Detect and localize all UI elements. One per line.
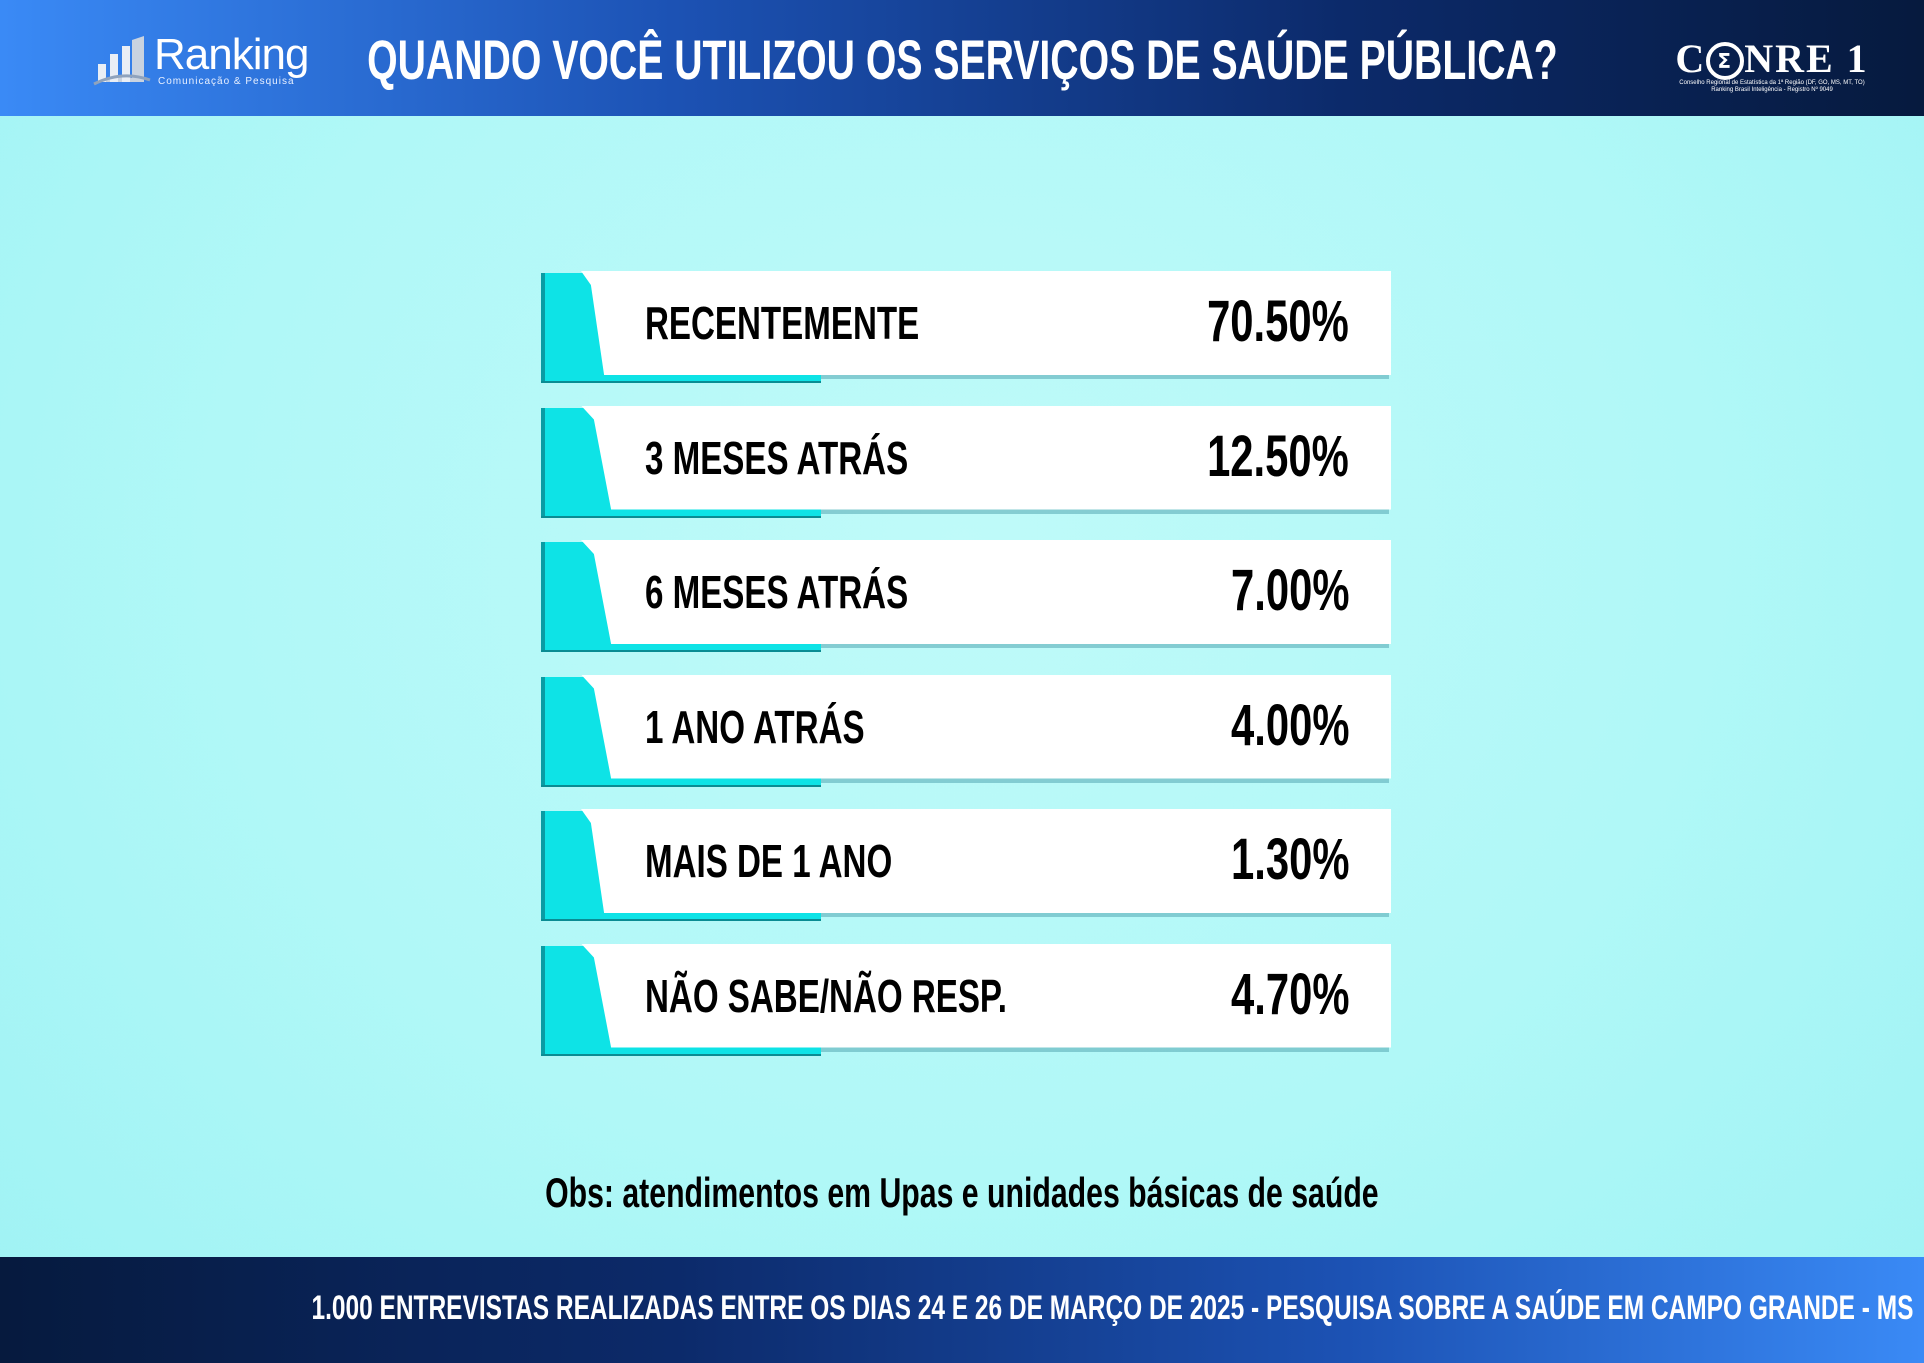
bar-label: 1 ANO ATRÁS: [645, 701, 950, 753]
bar-chart-logo-icon: [93, 36, 151, 86]
value-label: 4.70%: [1230, 961, 1349, 1027]
bar-panel: [581, 943, 1391, 1048]
category-label: NÃO SABE/NÃO RESP.: [645, 969, 1007, 1022]
bar-value: 12.50%: [1152, 423, 1349, 489]
category-label: 3 MESES ATRÁS: [645, 431, 909, 484]
bar-row: RECENTEMENTE 70.50%: [541, 271, 1391, 381]
ranking-logo: Ranking Comunicação & Pesquisa: [92, 26, 312, 92]
bar-panel: [581, 271, 1391, 375]
footer-text: 1.000 ENTREVISTAS REALIZADAS ENTRE OS DI…: [0, 1287, 1924, 1329]
bar-panel: [581, 809, 1391, 913]
footer: 1.000 ENTREVISTAS REALIZADAS ENTRE OS DI…: [0, 1257, 1924, 1363]
category-label: MAIS DE 1 ANO: [645, 835, 893, 887]
bar-row: NÃO SABE/NÃO RESP. 4.70%: [541, 943, 1391, 1054]
bar-label: NÃO SABE/NÃO RESP.: [645, 970, 1148, 1022]
bar-label: 3 MESES ATRÁS: [645, 432, 1011, 484]
conre-mark-end: NRE 1: [1744, 36, 1869, 81]
conre-line2: Ranking Brasil Inteligência - Registro N…: [1711, 87, 1833, 93]
footer-caption: 1.000 ENTREVISTAS REALIZADAS ENTRE OS DI…: [311, 1289, 1914, 1327]
value-label: 4.00%: [1230, 692, 1349, 758]
bar-row: MAIS DE 1 ANO 1.30%: [541, 809, 1391, 919]
bar-label: 6 MESES ATRÁS: [645, 566, 1011, 618]
category-label: 6 MESES ATRÁS: [645, 566, 909, 618]
ranking-tagline: Comunicação & Pesquisa: [158, 76, 295, 87]
bar-value: 4.70%: [1185, 961, 1349, 1027]
note-text: Obs: atendimentos em Upas e unidades bás…: [545, 1169, 1379, 1216]
bar-value: 4.00%: [1185, 692, 1349, 758]
bar-row: 6 MESES ATRÁS 7.00%: [541, 540, 1391, 650]
conre-mark: C Σ NRE 1: [1672, 38, 1872, 80]
conre-logo: C Σ NRE 1 Conselho Regional de Estatística…: [1672, 38, 1872, 98]
bar-value: 7.00%: [1185, 560, 1349, 622]
header: Ranking Comunicação & Pesquisa QUANDO VO…: [0, 0, 1924, 116]
category-label: RECENTEMENTE: [645, 297, 920, 349]
bar-value: 70.50%: [1152, 291, 1349, 353]
value-label: 70.50%: [1207, 289, 1349, 354]
bar-panel: [581, 674, 1391, 779]
conre-mark-start: C: [1675, 36, 1707, 81]
title-text: QUANDO VOCÊ UTILIZOU OS SERVIÇOS DE SAÚD…: [366, 28, 1558, 91]
conre-line1: Conselho Regional de Estatística da 1ª R…: [1679, 80, 1865, 86]
bar-panel: [581, 405, 1391, 510]
sigma-gear-icon: Σ: [1706, 42, 1745, 80]
value-label: 12.50%: [1207, 423, 1349, 489]
value-label: 7.00%: [1230, 558, 1349, 623]
value-label: 1.30%: [1230, 827, 1349, 892]
bar-row: 3 MESES ATRÁS 12.50%: [541, 405, 1391, 516]
ranking-brand: Ranking: [154, 30, 309, 79]
bar-value: 1.30%: [1185, 829, 1349, 891]
bar-row: 1 ANO ATRÁS 4.00%: [541, 674, 1391, 785]
note: Obs: atendimentos em Upas e unidades bás…: [0, 1168, 1924, 1218]
bar-panel: [581, 540, 1391, 644]
bar-label: MAIS DE 1 ANO: [645, 835, 988, 887]
bar-label: RECENTEMENTE: [645, 297, 1026, 349]
category-label: 1 ANO ATRÁS: [645, 700, 865, 753]
page-title: QUANDO VOCÊ UTILIZOU OS SERVIÇOS DE SAÚD…: [0, 28, 1924, 92]
